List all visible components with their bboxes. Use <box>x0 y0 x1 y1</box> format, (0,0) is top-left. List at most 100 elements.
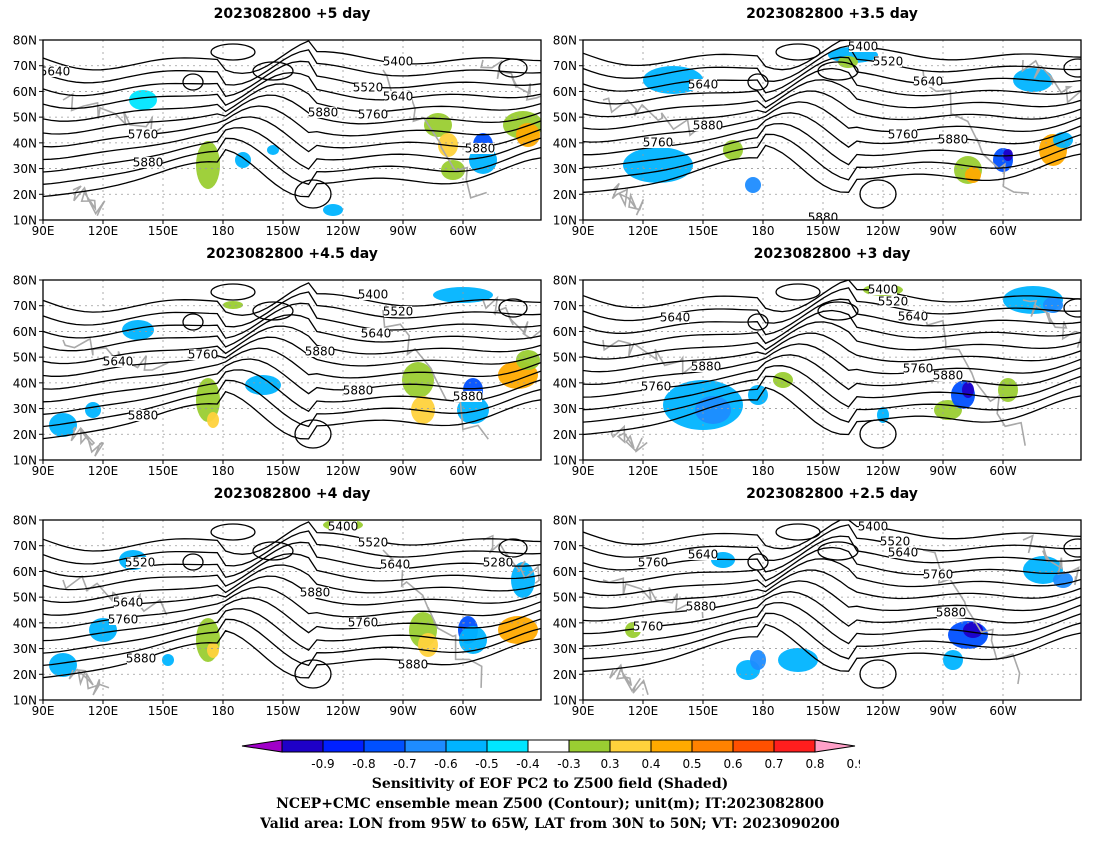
lat-tick-label: 10N <box>553 694 577 708</box>
z500-contour <box>43 40 541 75</box>
z500-contour <box>583 365 1081 411</box>
colorbar-label: -0.8 <box>352 757 375 771</box>
contour-label: 5640 <box>383 90 414 104</box>
sensitivity-shading <box>1043 297 1063 313</box>
contour-label: 5760 <box>188 348 219 362</box>
contour-label: 5880 <box>453 390 484 404</box>
lon-tick-label: 60W <box>989 224 1016 238</box>
contour-label: 5880 <box>465 142 496 156</box>
contour-label: 5400 <box>868 283 899 297</box>
z500-contour <box>43 49 541 86</box>
sensitivity-shading <box>750 650 766 670</box>
z500-contour <box>583 558 1081 597</box>
sensitivity-shading <box>778 648 818 672</box>
z500-contour <box>43 521 541 555</box>
sensitivity-shading <box>411 396 435 424</box>
sensitivity-shading <box>962 382 974 398</box>
lat-tick-label: 30N <box>13 402 37 416</box>
z500-contour <box>583 332 1081 373</box>
lon-tick-label: 150W <box>266 704 301 718</box>
map-panel-4: 5400 5520 5640 5640 5880 5760 5760 5880 10N 20N 30… <box>540 268 1085 488</box>
z500-contour <box>43 83 541 122</box>
lon-tick-label: 150W <box>806 464 841 478</box>
z500-contour <box>43 302 541 339</box>
z500-contour <box>583 601 1081 647</box>
sensitivity-shading <box>745 177 761 193</box>
contour-label: 5640 <box>688 548 719 562</box>
lat-tick-label: 40N <box>13 376 37 390</box>
colorbar-label: -0.6 <box>434 757 457 771</box>
contour-label: 5640 <box>688 78 719 92</box>
colorbar-max-triangle <box>814 739 856 753</box>
panel-title-3: 2023082800 +4.5 day <box>206 246 378 262</box>
sensitivity-shading <box>998 378 1018 402</box>
map-svg: 5400 5520 5640 5880 5760 5640 5880 5880 5880 10N 2… <box>13 274 542 478</box>
lon-tick-label: 120E <box>88 704 119 718</box>
z500-contour <box>43 358 541 403</box>
contour-label: 5760 <box>638 556 669 570</box>
contour-label: 5760 <box>348 616 379 630</box>
contour-label: 5880 <box>308 106 339 120</box>
lon-tick-label: 120W <box>326 224 361 238</box>
contour-label: 5880 <box>300 586 331 600</box>
z500-contour <box>43 94 541 135</box>
z500-contour <box>583 343 1081 386</box>
sensitivity-shading <box>623 147 693 183</box>
lat-tick-label: 80N <box>13 34 37 48</box>
colorbar-swatch <box>773 739 816 753</box>
lat-tick-label: 30N <box>13 642 37 656</box>
colorbar-swatch <box>527 739 570 753</box>
lon-tick-label: 90E <box>572 464 595 478</box>
z500-contour <box>43 291 541 328</box>
z500-contour <box>583 90 1081 131</box>
lat-tick-label: 60N <box>13 565 37 579</box>
z500-contour <box>43 390 541 440</box>
lon-tick-label: 60W <box>449 704 476 718</box>
lat-tick-label: 40N <box>553 136 577 150</box>
lat-tick-label: 20N <box>553 428 577 442</box>
sensitivity-shading <box>1053 572 1073 588</box>
contour-label: 5520 <box>878 295 909 309</box>
sensitivity-shading <box>695 396 731 424</box>
colorbar-swatch <box>609 739 652 753</box>
contour-label: 5640 <box>660 311 691 325</box>
z500-contour <box>583 133 1081 181</box>
z500-contour <box>43 618 541 667</box>
sensitivity-shading <box>943 650 963 670</box>
map-svg: 5400 5520 5640 5520 5280 5880 5640 5760 5760 5880… <box>13 514 542 718</box>
lon-tick-label: 60W <box>449 224 476 238</box>
contour-label: 5760 <box>641 380 672 394</box>
z500-contour <box>43 608 541 654</box>
sensitivity-shading <box>723 140 743 160</box>
lon-tick-label: 120E <box>88 224 119 238</box>
lon-tick-label: 150E <box>148 224 179 238</box>
map-panel-6: 5400 5520 5640 5640 5760 5760 5880 5760 5880 10N 2… <box>540 508 1085 728</box>
contour-label: 5520 <box>358 536 389 550</box>
lon-tick-label: 150E <box>688 224 719 238</box>
panel-title-2: 2023082800 +3.5 day <box>746 6 918 22</box>
lat-tick-label: 50N <box>13 351 37 365</box>
z500-contour <box>43 127 541 173</box>
contour-label: 5880 <box>933 369 964 383</box>
lat-tick-label: 80N <box>13 274 37 288</box>
lat-tick-label: 50N <box>553 591 577 605</box>
lon-tick-label: 150E <box>688 704 719 718</box>
colorbar-swatch <box>691 739 734 753</box>
caption-line-3: Valid area: LON from 95W to 65W, LAT fro… <box>260 816 840 832</box>
sensitivity-shading <box>402 362 434 398</box>
z500-contour <box>43 116 541 161</box>
contour-label: 5280 <box>483 556 514 570</box>
coastline <box>602 534 1080 695</box>
lat-tick-label: 50N <box>13 111 37 125</box>
z500-contour <box>43 137 541 186</box>
contour-label: 5640 <box>913 75 944 89</box>
z500-contour <box>43 597 541 642</box>
contour-label: 5520 <box>383 305 414 319</box>
lat-tick-label: 50N <box>13 591 37 605</box>
lat-tick-label: 20N <box>13 428 37 442</box>
z500-contour <box>583 122 1081 169</box>
z500-contour <box>583 40 1081 71</box>
z500-contour <box>43 379 541 428</box>
lat-tick-label: 20N <box>13 188 37 202</box>
